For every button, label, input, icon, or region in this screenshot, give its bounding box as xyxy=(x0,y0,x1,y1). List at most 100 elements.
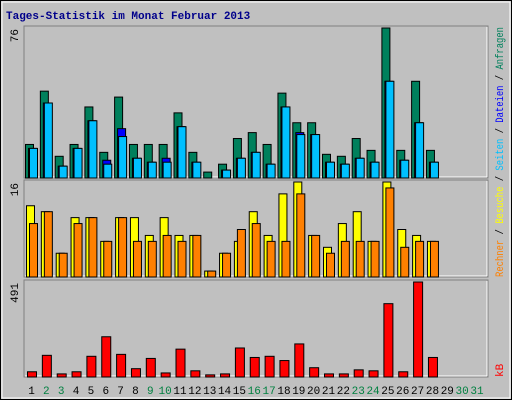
bar xyxy=(427,356,438,378)
bar xyxy=(160,372,171,378)
bar xyxy=(192,234,202,278)
bar xyxy=(130,368,141,378)
bar xyxy=(251,223,261,278)
bar xyxy=(236,229,246,278)
bar xyxy=(309,367,320,378)
legend-separator: / xyxy=(495,224,507,240)
bar xyxy=(88,120,98,179)
bar xyxy=(398,371,409,378)
x-tick-label: 10 xyxy=(159,386,172,398)
bar xyxy=(311,134,321,179)
bar xyxy=(207,270,217,278)
bar xyxy=(415,240,425,278)
bar xyxy=(355,240,365,278)
bar xyxy=(88,217,98,278)
x-tick-label: 29 xyxy=(441,386,454,398)
legend-entry: Besuche xyxy=(495,187,507,224)
bar xyxy=(385,80,395,179)
x-tick-label: 26 xyxy=(396,386,409,398)
bar xyxy=(118,217,128,278)
x-tick-label: 19 xyxy=(292,386,305,398)
bar xyxy=(296,134,306,179)
bar xyxy=(400,159,410,179)
bar xyxy=(203,171,213,179)
bar xyxy=(311,234,321,278)
x-tick-label: 11 xyxy=(173,386,187,398)
bar xyxy=(103,240,113,278)
bar xyxy=(234,347,245,378)
bar xyxy=(251,151,261,179)
x-tick-label: 1 xyxy=(28,386,35,398)
bar xyxy=(279,360,290,378)
bar xyxy=(58,165,68,179)
x-tick-label: 28 xyxy=(426,386,439,398)
x-tick-label: 9 xyxy=(147,386,154,398)
bar xyxy=(281,240,291,278)
bar xyxy=(296,193,306,278)
bar xyxy=(43,211,53,278)
bar xyxy=(338,373,349,378)
x-tick-label: 3 xyxy=(58,386,65,398)
x-tick-label: 23 xyxy=(352,386,365,398)
legend-entry: Rechner xyxy=(495,240,507,277)
x-tick-label: 8 xyxy=(132,386,139,398)
bar xyxy=(177,126,187,179)
bar xyxy=(324,373,334,378)
x-tick-label: 7 xyxy=(117,386,124,398)
x-tick-label: 13 xyxy=(203,386,216,398)
bar xyxy=(56,373,67,378)
bar xyxy=(353,369,364,378)
x-tick-label: 12 xyxy=(188,386,201,398)
bar xyxy=(162,161,172,179)
bar xyxy=(220,373,231,378)
bar xyxy=(368,370,379,378)
x-tick-label: 2 xyxy=(43,386,50,398)
bar xyxy=(370,240,380,278)
x-tick-label: 4 xyxy=(73,386,80,398)
bar xyxy=(175,348,186,378)
legend-separator: / xyxy=(495,123,507,139)
bar xyxy=(58,252,68,278)
bar xyxy=(326,161,335,179)
bar xyxy=(236,157,246,179)
x-tick-label: 22 xyxy=(337,386,350,398)
x-tick-label: 21 xyxy=(322,386,336,398)
bar xyxy=(132,240,142,278)
bar xyxy=(118,136,128,179)
bar xyxy=(29,223,38,278)
bar xyxy=(281,106,291,179)
x-tick-label: 14 xyxy=(218,386,232,398)
x-tick-label: 24 xyxy=(366,386,380,398)
bar xyxy=(27,371,37,378)
bar xyxy=(86,355,97,378)
bar xyxy=(132,157,142,179)
bar xyxy=(400,246,410,278)
bar xyxy=(177,240,187,278)
bar xyxy=(249,356,260,378)
x-tick-label: 17 xyxy=(262,386,275,398)
bar xyxy=(385,187,395,278)
bar xyxy=(340,163,350,179)
bar xyxy=(145,357,156,378)
legend: Rechner / Besuche / Seiten / Dateien / A… xyxy=(495,27,507,277)
x-tick-label: 25 xyxy=(381,386,394,398)
bar xyxy=(73,147,83,179)
x-tick-label: 16 xyxy=(248,386,261,398)
bar xyxy=(222,169,232,179)
bar xyxy=(294,343,305,378)
y-tick-label: 16 xyxy=(10,183,22,196)
bar xyxy=(340,240,350,278)
bar xyxy=(355,157,365,179)
x-tick-label: 31 xyxy=(470,386,484,398)
x-tick-label: 6 xyxy=(102,386,109,398)
bar xyxy=(192,161,202,179)
x-tick-label: 15 xyxy=(233,386,246,398)
bar xyxy=(413,281,424,378)
bar xyxy=(264,355,275,378)
x-tick-label: 27 xyxy=(411,386,424,398)
bar xyxy=(190,370,201,378)
bar xyxy=(73,223,83,278)
legend-entry: kB xyxy=(495,363,507,377)
x-tick-label: 30 xyxy=(456,386,469,398)
